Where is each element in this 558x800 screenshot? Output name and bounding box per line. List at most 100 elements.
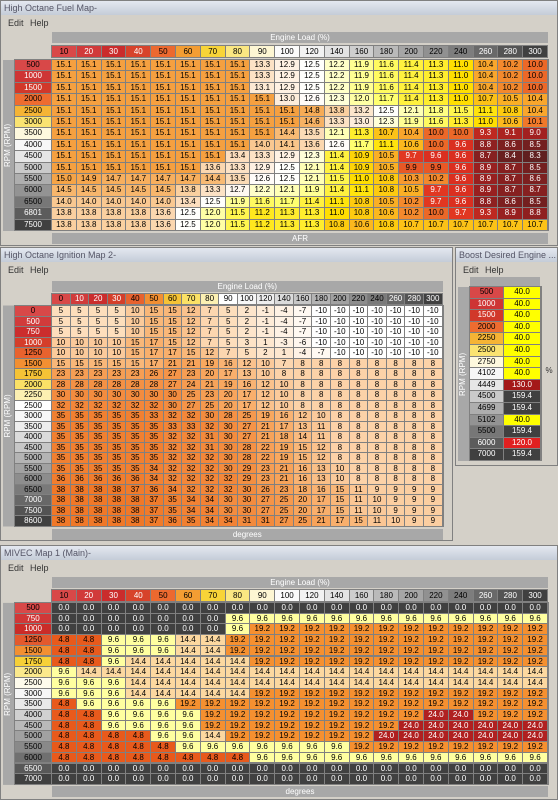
row-header: 4102 bbox=[470, 368, 503, 379]
cell: 13.3 bbox=[225, 162, 250, 173]
cell: 19.2 bbox=[275, 731, 299, 742]
row-header: 6000 bbox=[470, 437, 503, 449]
cell: 4.8 bbox=[76, 752, 101, 763]
cell: 19.2 bbox=[250, 720, 275, 731]
cell: -10 bbox=[331, 327, 349, 337]
cell: 5 bbox=[89, 306, 107, 316]
cell: 8 bbox=[368, 379, 386, 389]
cell: 19.2 bbox=[399, 624, 423, 635]
cell: 8.5 bbox=[523, 139, 547, 151]
menu-item[interactable]: Edit bbox=[463, 265, 479, 275]
cell: 8 bbox=[405, 411, 423, 421]
menu-item[interactable]: Help bbox=[30, 563, 49, 573]
cell: 19.2 bbox=[498, 656, 523, 667]
cell: 38 bbox=[52, 484, 70, 494]
cell: -7 bbox=[293, 306, 312, 316]
menu-item[interactable]: Edit bbox=[8, 563, 24, 573]
cell: 35 bbox=[182, 516, 200, 526]
cell: -10 bbox=[312, 327, 330, 337]
cell: 9.6 bbox=[101, 720, 126, 731]
cell: 10.2 bbox=[498, 71, 523, 82]
cell: 21 bbox=[256, 432, 275, 442]
cell: 17 bbox=[163, 348, 182, 358]
cell: 19.2 bbox=[448, 742, 473, 752]
cell: 0.0 bbox=[324, 763, 349, 774]
cell: 19.2 bbox=[250, 635, 275, 645]
cell: 9.6 bbox=[101, 645, 126, 656]
cell: 9.6 bbox=[101, 635, 126, 645]
cell: -10 bbox=[368, 316, 386, 326]
cell: 19.2 bbox=[399, 710, 423, 720]
cell: 8 bbox=[386, 369, 405, 379]
cell: 0.0 bbox=[76, 774, 101, 784]
cell: 19.2 bbox=[399, 742, 423, 752]
cell: 4.8 bbox=[225, 752, 250, 763]
cell: 19.2 bbox=[275, 624, 299, 635]
menu-item[interactable]: Help bbox=[485, 265, 504, 275]
cell: -10 bbox=[349, 348, 368, 358]
row-header: 4500 bbox=[15, 442, 51, 452]
cell: 23 bbox=[275, 484, 293, 494]
cell: 23 bbox=[256, 463, 275, 473]
menu-item[interactable]: Help bbox=[30, 18, 49, 28]
menu-item[interactable]: Edit bbox=[8, 18, 24, 28]
cell: 15.1 bbox=[176, 60, 200, 71]
cell: 32 bbox=[182, 484, 200, 494]
column-header: 220 bbox=[424, 590, 448, 601]
cell: 9.6 bbox=[523, 752, 547, 763]
menu-item[interactable]: Help bbox=[30, 265, 49, 275]
cell: 14.4 bbox=[448, 667, 473, 677]
cell: 32 bbox=[89, 400, 107, 410]
cell: 15 bbox=[107, 358, 126, 368]
cell: 19.2 bbox=[424, 624, 448, 635]
cell: 8 bbox=[405, 390, 423, 400]
cell: 9.9 bbox=[424, 162, 448, 173]
cell: -10 bbox=[424, 337, 442, 347]
cell: 13.0 bbox=[275, 94, 299, 105]
cell: 9.6 bbox=[300, 742, 324, 752]
cell: 0.0 bbox=[399, 763, 423, 774]
cell: 159.4 bbox=[504, 403, 540, 414]
cell: 17 bbox=[238, 390, 256, 400]
cell: 4.8 bbox=[176, 752, 200, 763]
cell: 14.4 bbox=[200, 731, 225, 742]
cell: 0.0 bbox=[349, 603, 374, 613]
cell: 11.0 bbox=[473, 117, 498, 128]
cell: 19.2 bbox=[176, 699, 200, 709]
cell: 0.0 bbox=[374, 774, 399, 784]
cell: 14.4 bbox=[176, 635, 200, 645]
cell: 14.4 bbox=[126, 688, 151, 699]
cell: 21 bbox=[256, 421, 275, 431]
cell: 9.6 bbox=[448, 162, 473, 173]
row-header: 5000 bbox=[15, 162, 51, 173]
cell: 3 bbox=[238, 337, 256, 347]
cell: 27 bbox=[238, 421, 256, 431]
menu-item[interactable]: Edit bbox=[8, 265, 24, 275]
cell: 9.6 bbox=[101, 699, 126, 709]
cell: 19.2 bbox=[300, 710, 324, 720]
cell: 24.0 bbox=[523, 731, 547, 742]
cell: 35 bbox=[145, 421, 163, 431]
cell: 12.5 bbox=[374, 105, 399, 116]
cell: 8 bbox=[331, 432, 349, 442]
cell: 23 bbox=[89, 369, 107, 379]
row-header: 3000 bbox=[15, 411, 51, 421]
cell: 8 bbox=[312, 379, 330, 389]
cell: 12.5 bbox=[300, 60, 324, 71]
cell: 32 bbox=[163, 463, 182, 473]
cell: 8.5 bbox=[523, 162, 547, 173]
cell: 0.0 bbox=[176, 613, 200, 624]
cell: 19.2 bbox=[424, 742, 448, 752]
cell: 9.6 bbox=[424, 613, 448, 624]
cell: 0.0 bbox=[448, 603, 473, 613]
cell: 15 bbox=[145, 306, 163, 316]
cell: 0.0 bbox=[300, 763, 324, 774]
cell: 11.1 bbox=[473, 105, 498, 116]
cell: 15.1 bbox=[200, 82, 225, 94]
cell: 14.4 bbox=[200, 174, 225, 185]
value-axis-label: degrees bbox=[52, 786, 548, 797]
cell: 32 bbox=[219, 484, 237, 494]
cell: 23 bbox=[200, 390, 219, 400]
cell: 10.0 bbox=[424, 128, 448, 139]
cell: 15.1 bbox=[200, 71, 225, 82]
